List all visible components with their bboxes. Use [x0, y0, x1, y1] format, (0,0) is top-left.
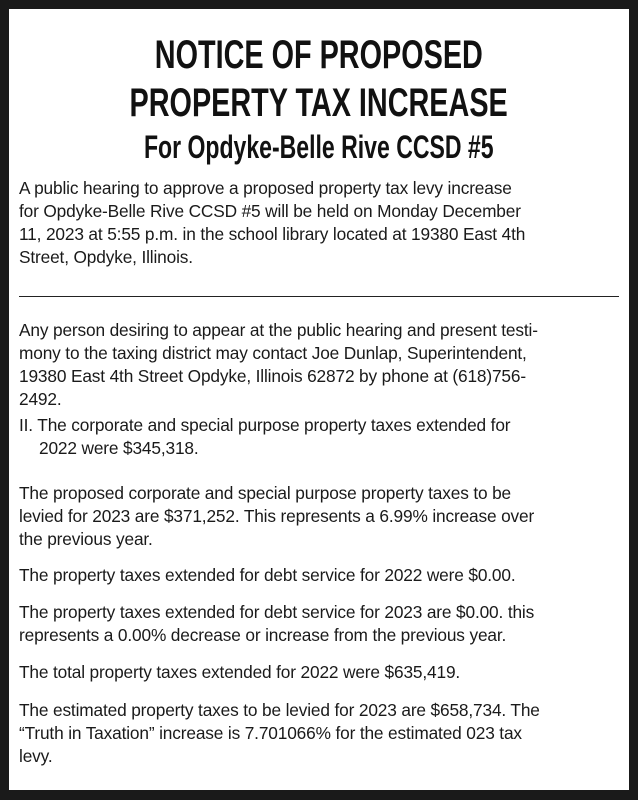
- debt-2022-paragraph: The property taxes extended for debt ser…: [19, 564, 624, 587]
- title-line-1: NOTICE OF PROPOSED: [9, 33, 629, 78]
- text-line: The total property taxes extended for 20…: [19, 662, 461, 682]
- text-line: II. The corporate and special purpose pr…: [19, 415, 511, 435]
- text-line: 19380 East 4th Street Opdyke, Illinois 6…: [19, 366, 526, 386]
- divider: [19, 296, 619, 297]
- subtitle-text: For Opdyke-Belle Rive CCSD #5: [144, 129, 494, 165]
- total-2022-paragraph: The total property taxes extended for 20…: [19, 661, 624, 684]
- text-line: levied for 2023 are $371,252. This repre…: [19, 506, 535, 526]
- title-line-2: PROPERTY TAX INCREASE: [9, 81, 629, 126]
- text-line: 2492.: [19, 389, 62, 409]
- text-line: The estimated property taxes to be levie…: [19, 700, 540, 720]
- title-text-1: NOTICE OF PROPOSED: [154, 33, 484, 77]
- text-line: for Opdyke-Belle Rive CCSD #5 will be he…: [19, 201, 521, 221]
- text-line: 2022 were $345,318.: [39, 438, 199, 458]
- text-line: The property taxes extended for debt ser…: [19, 602, 535, 622]
- title-text-2: PROPERTY TAX INCREASE: [129, 81, 509, 125]
- text-line: The property taxes extended for debt ser…: [19, 565, 516, 585]
- text-line: Street, Opdyke, Illinois.: [19, 247, 193, 267]
- estimated-paragraph: The estimated property taxes to be levie…: [19, 699, 624, 768]
- text-line: The proposed corporate and special purpo…: [19, 483, 512, 503]
- text-line: represents a 0.00% decrease or increase …: [19, 625, 507, 645]
- contact-paragraph: Any person desiring to appear at the pub…: [19, 319, 624, 411]
- debt-2023-paragraph: The property taxes extended for debt ser…: [19, 601, 624, 647]
- subtitle: For Opdyke-Belle Rive CCSD #5: [9, 129, 629, 166]
- proposed-paragraph: The proposed corporate and special purpo…: [19, 482, 624, 551]
- text-line: the previous year.: [19, 529, 153, 549]
- text-line: 11, 2023 at 5:55 p.m. in the school libr…: [19, 224, 526, 244]
- text-line: “Truth in Taxation” increase is 7.701066…: [19, 723, 522, 743]
- hearing-paragraph: A public hearing to approve a proposed p…: [19, 177, 624, 269]
- text-line: A public hearing to approve a proposed p…: [19, 178, 512, 198]
- notice-sheet: NOTICE OF PROPOSED PROPERTY TAX INCREASE…: [9, 9, 629, 790]
- item-ii-paragraph: II. The corporate and special purpose pr…: [19, 414, 624, 460]
- text-line: levy.: [19, 746, 53, 766]
- text-line: mony to the taxing district may contact …: [19, 343, 527, 363]
- text-line: Any person desiring to appear at the pub…: [19, 320, 538, 340]
